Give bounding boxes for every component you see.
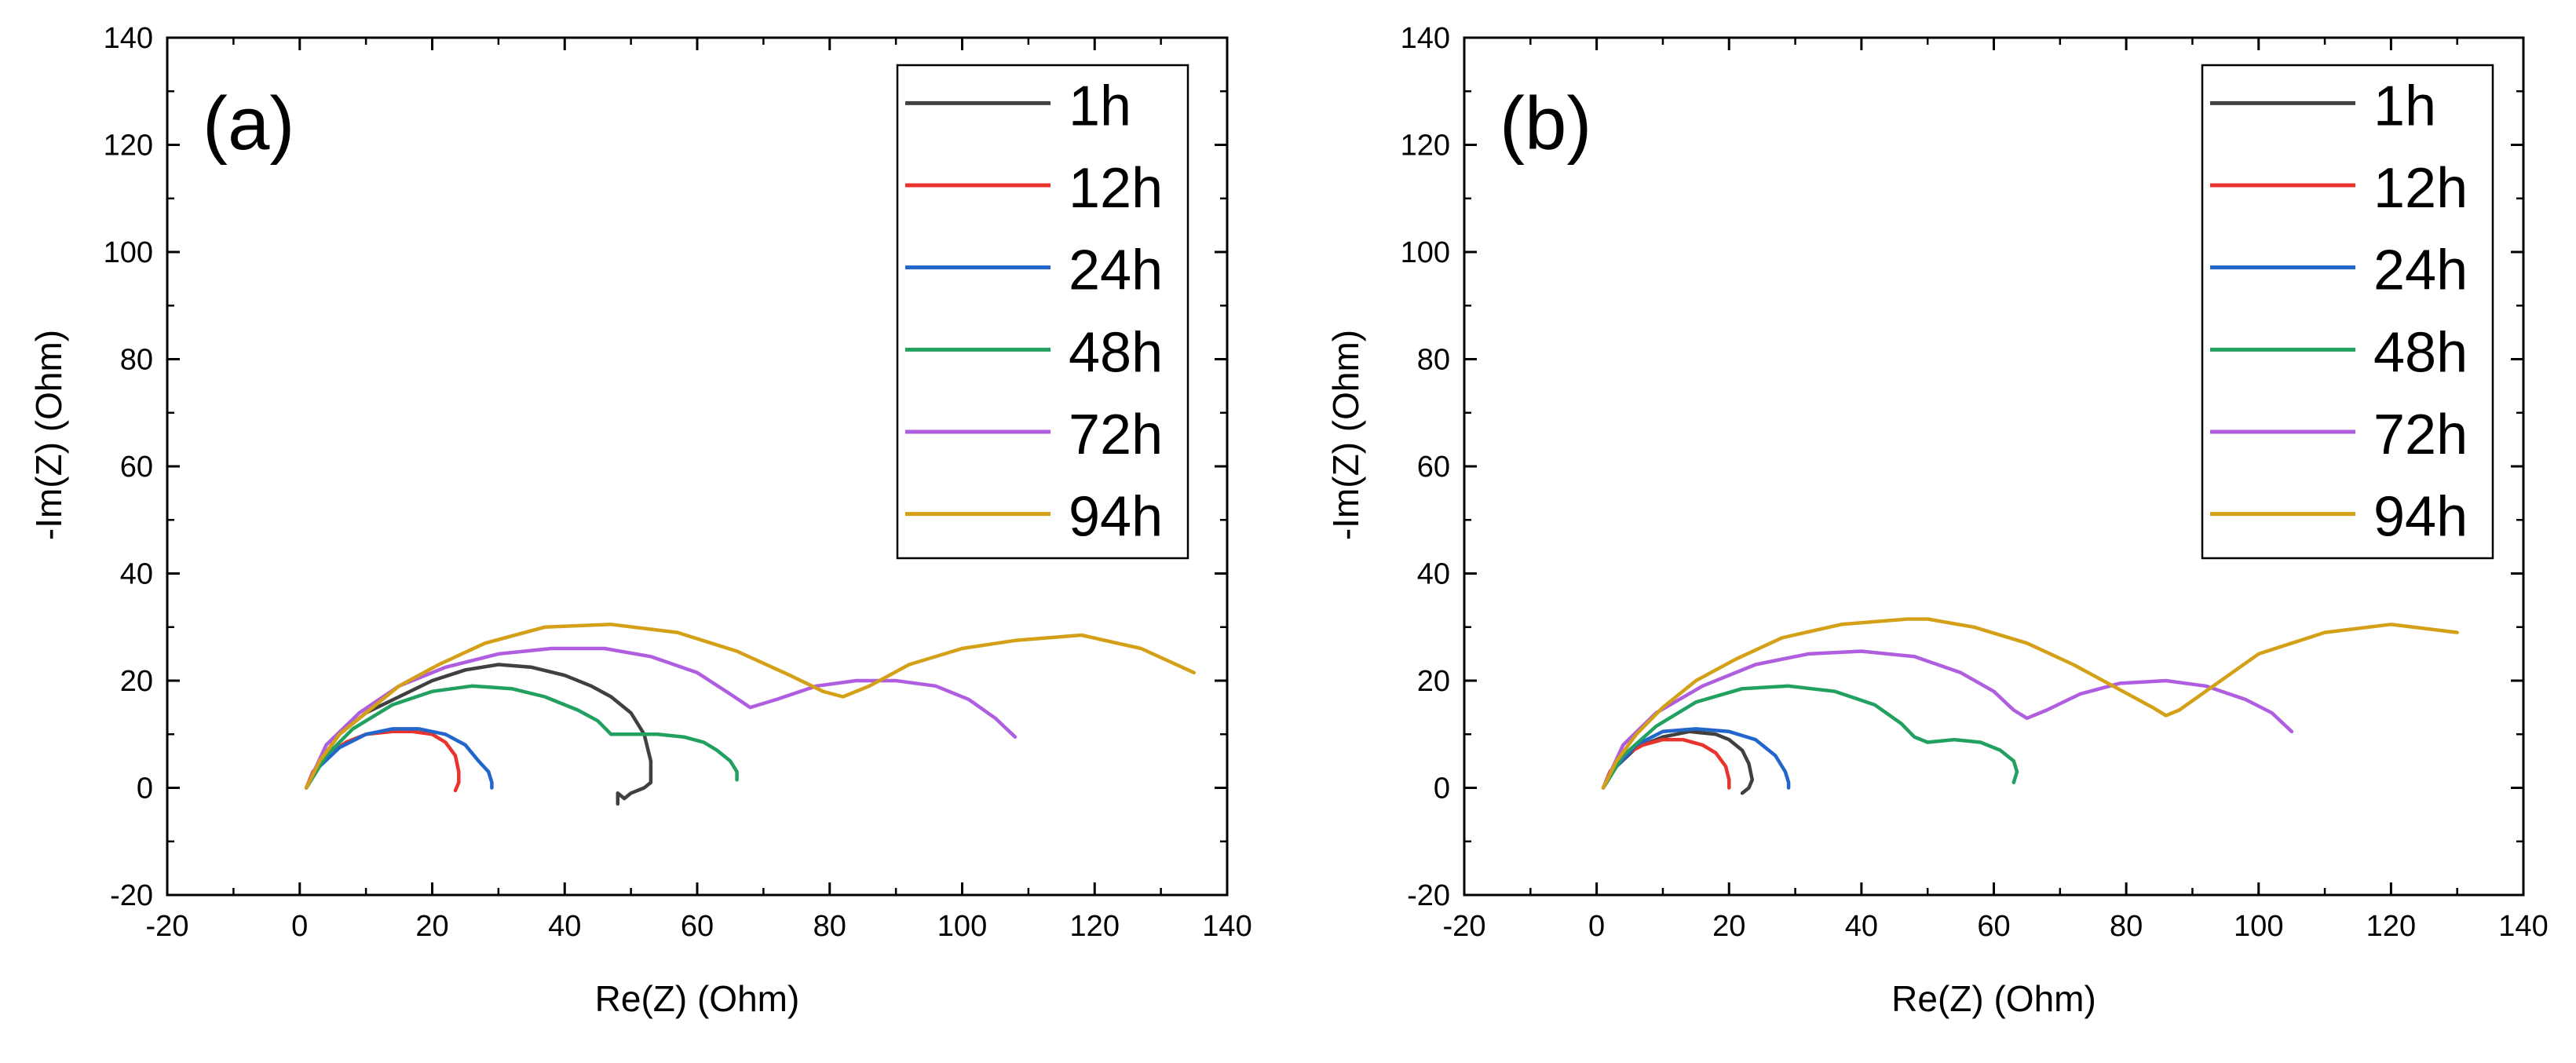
y-tick-label: 100: [104, 236, 153, 269]
x-tick-label: 120: [2366, 910, 2416, 943]
series-line-48h: [304, 684, 739, 790]
legend-label: 1h: [1069, 75, 1131, 137]
x-tick-label: 100: [2234, 910, 2283, 943]
panel-label: (a): [203, 82, 294, 166]
series-line-1h: [304, 663, 653, 806]
y-tick-label: 80: [120, 344, 153, 377]
y-tick-label: 60: [1417, 451, 1450, 484]
legend-box: [2201, 64, 2494, 560]
legend-label: 48h: [2373, 321, 2468, 384]
chart-panel-1: -20 0 20 40 60 80 100 120 140 -20 0 20 40 60 80 100 120 1…: [28, 22, 1252, 1019]
x-tick-label: 0: [291, 910, 308, 943]
legend-label: 24h: [2373, 239, 2468, 302]
y-axis-title: -Im(Z) (Ohm): [28, 330, 69, 540]
legend-label: 94h: [1069, 486, 1163, 549]
x-tick-label: 80: [2110, 910, 2143, 943]
y-tick-label: 140: [1401, 22, 1450, 55]
panel-label: (b): [1500, 82, 1591, 166]
x-tick-label: -20: [1443, 910, 1486, 943]
legend-label: 12h: [1069, 157, 1163, 220]
x-tick-label: 40: [548, 910, 581, 943]
x-tick-label: -20: [146, 910, 189, 943]
legend-label: 12h: [2373, 157, 2468, 220]
series-line-94h: [1601, 617, 2459, 790]
y-tick-label: 60: [120, 451, 153, 484]
legend: 1h 12h 24h 48h 72h 94h: [2201, 64, 2494, 560]
y-tick-label: 20: [1417, 665, 1450, 698]
series-line-24h: [304, 727, 494, 790]
series-line-24h: [1601, 727, 1791, 790]
x-tick-label: 0: [1588, 910, 1605, 943]
x-tick-label: 140: [2498, 910, 2548, 943]
x-axis-title: Re(Z) (Ohm): [1891, 978, 2096, 1019]
x-tick-label: 20: [415, 910, 448, 943]
y-tick-label: 80: [1417, 344, 1450, 377]
legend: 1h 12h 24h 48h 72h 94h: [896, 64, 1189, 560]
y-tick-label: -20: [110, 879, 153, 912]
legend-label: 94h: [2373, 486, 2468, 549]
x-tick-label: 40: [1845, 910, 1878, 943]
x-tick-label: 120: [1070, 910, 1120, 943]
series-line-48h: [1601, 684, 2019, 790]
x-tick-label: 20: [1712, 910, 1745, 943]
legend-label: 24h: [1069, 239, 1163, 302]
y-tick-label: 120: [1401, 130, 1450, 163]
legend-label: 1h: [2373, 75, 2436, 137]
y-axis-title: -Im(Z) (Ohm): [1325, 330, 1366, 540]
y-tick-label: 20: [120, 665, 153, 698]
series-line-72h: [304, 646, 1018, 790]
legend-box: [896, 64, 1189, 560]
x-tick-label: 60: [1977, 910, 2010, 943]
x-tick-label: 80: [813, 910, 846, 943]
y-tick-label: 140: [104, 22, 153, 55]
y-tick-label: 0: [137, 773, 153, 805]
y-tick-label: 40: [120, 558, 153, 591]
series-line-72h: [1601, 649, 2294, 790]
y-tick-label: -20: [1407, 879, 1450, 912]
x-tick-label: 100: [937, 910, 987, 943]
series-line-94h: [304, 623, 1197, 790]
x-axis-title: Re(Z) (Ohm): [595, 978, 800, 1019]
y-tick-label: 40: [1417, 558, 1450, 591]
legend-label: 72h: [1069, 404, 1163, 466]
y-tick-label: 100: [1401, 236, 1450, 269]
y-tick-label: 120: [104, 130, 153, 163]
legend-label: 48h: [1069, 321, 1163, 384]
y-tick-label: 0: [1434, 773, 1450, 805]
legend-label: 72h: [2373, 404, 2468, 466]
x-tick-label: 140: [1202, 910, 1251, 943]
chart-panel-2: -20 0 20 40 60 80 100 120 140 -20 0 20 40 60 80 100 120 1…: [1325, 22, 2549, 1019]
x-tick-label: 60: [681, 910, 714, 943]
